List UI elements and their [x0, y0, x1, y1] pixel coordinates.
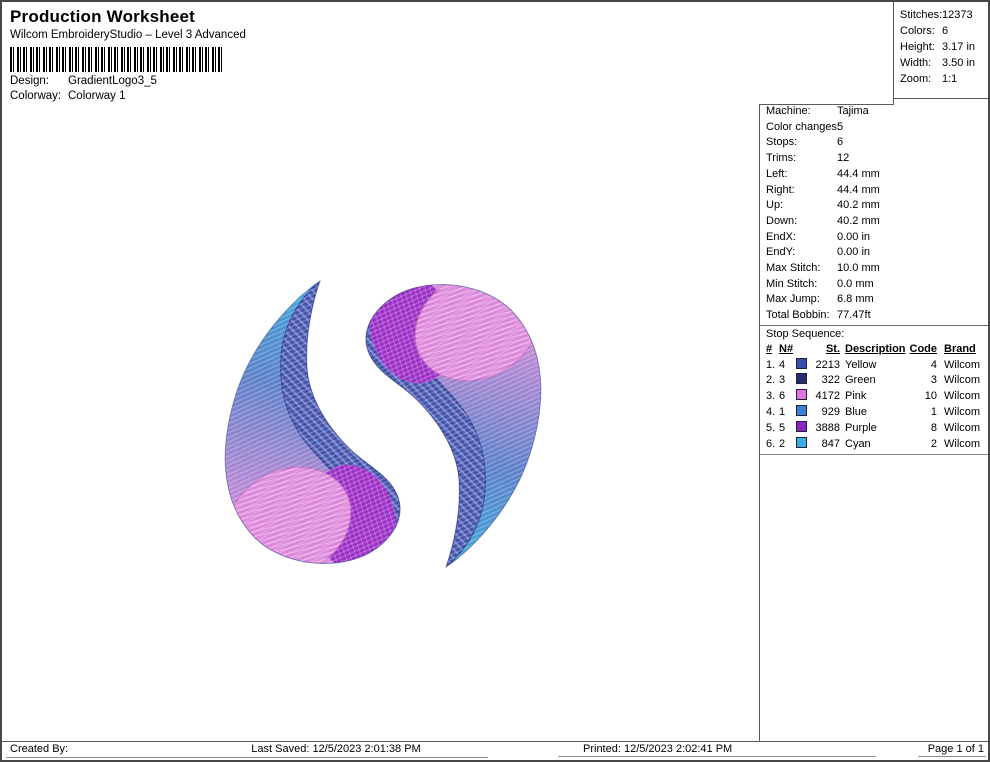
page-title: Production Worksheet [10, 7, 196, 26]
stop-sequence-row: 3. 6 4172 Pink 10 Wilcom [766, 389, 981, 403]
stat-width: Width: 3.50 in [900, 57, 976, 69]
machine-row: Max Jump: 6.8 mm [766, 293, 874, 306]
colorway-label: Colorway: [10, 90, 62, 102]
stop-sequence-row: 1. 4 2213 Yellow 4 Wilcom [766, 357, 981, 371]
machine-row: Total Bobbin: 77.47ft [766, 309, 871, 322]
embroidery-design-svg [224, 276, 549, 572]
design-stats-box: Stitches:12373 Colors: 6 Height: 3.17 in W… [893, 2, 988, 99]
machine-row: Down: 40.2 mm [766, 214, 880, 227]
table-end-line [760, 454, 988, 456]
panel-divider [760, 324, 988, 326]
footer-created-by: Created By: [6, 742, 184, 758]
stop-sequence-header: # N# St. Description Code Brand [760, 342, 988, 358]
machine-row: Right: 44.4 mm [766, 183, 880, 196]
stat-colors: Colors: 6 [900, 25, 949, 37]
machine-row: EndY: 0.00 in [766, 246, 871, 259]
machine-row: EndX: 0.00 in [766, 230, 871, 243]
thread-color-swatch [796, 436, 807, 448]
stop-sequence-row: 2. 3 322 Green 3 Wilcom [766, 373, 981, 387]
machine-row: Trims: 12 [766, 152, 850, 165]
app-subtitle: Wilcom EmbroideryStudio – Level 3 Advanc… [10, 29, 246, 41]
machine-row: Left: 44.4 mm [766, 167, 880, 180]
col-header-needle: N# [779, 342, 794, 355]
machine-row: Machine: Tajima [766, 105, 869, 117]
col-header-description: Description [845, 342, 906, 355]
thread-color-swatch [796, 420, 807, 432]
machine-row: Up: 40.2 mm [766, 199, 880, 212]
footer-bar: Created By: Last Saved: 12/5/2023 2:01:3… [2, 741, 988, 760]
stat-height: Height: 3.17 in [900, 41, 976, 53]
col-header-brand: Brand [944, 342, 976, 355]
machine-row: Max Stitch: 10.0 mm [766, 262, 880, 275]
footer-printed: Printed: 12/5/2023 2:02:41 PM [558, 742, 876, 757]
stat-zoom: Zoom: 1:1 [900, 73, 958, 85]
footer-last-saved: Last Saved: 12/5/2023 2:01:38 PM [184, 742, 488, 758]
machine-row: Stops: 6 [766, 136, 844, 149]
thread-color-swatch [796, 373, 807, 385]
stop-sequence-title: Stop Sequence: [766, 327, 845, 340]
stop-sequence-row: 5. 5 3888 Purple 8 Wilcom [766, 420, 981, 434]
machine-row: Min Stitch: 0.0 mm [766, 277, 874, 290]
thread-color-swatch [796, 389, 807, 401]
col-header-stitches: St. [825, 342, 840, 355]
design-canvas [2, 104, 759, 742]
col-header-code: Code [909, 342, 938, 355]
thread-color-swatch [796, 357, 807, 369]
header-box: Production Worksheet Wilcom EmbroiderySt… [2, 2, 894, 105]
col-header-num: # [766, 342, 773, 355]
footer-page-number: Page 1 of 1 [918, 742, 986, 757]
design-name: GradientLogo3_5 [68, 75, 157, 87]
stop-sequence-row: 6. 2 847 Cyan 2 Wilcom [766, 436, 981, 450]
machine-row: Color changes:5 [766, 120, 844, 133]
stat-stitches: Stitches:12373 [900, 9, 973, 21]
colorway-name: Colorway 1 [68, 90, 126, 102]
machine-info-panel: Machine: Tajima Color changes:5 Stops: 6 T… [759, 104, 988, 742]
design-label: Design: [10, 75, 49, 87]
design-barcode [10, 47, 224, 72]
stop-sequence-row: 4. 1 929 Blue 1 Wilcom [766, 405, 981, 419]
thread-color-swatch [796, 405, 807, 417]
